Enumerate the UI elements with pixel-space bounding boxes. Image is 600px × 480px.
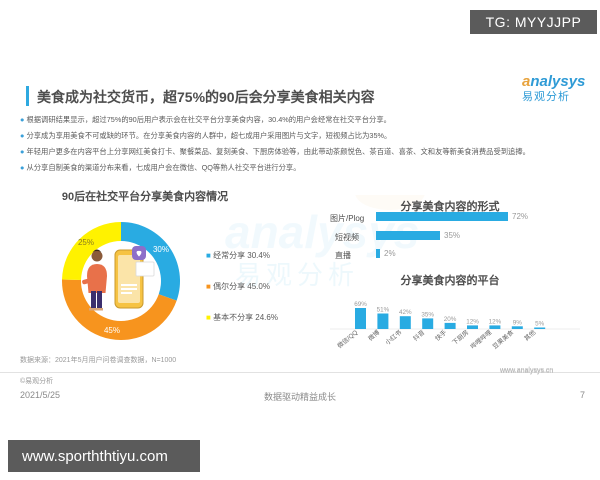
svg-text:哔哩哔哩: 哔哩哔哩: [468, 327, 494, 351]
svg-text:42%: 42%: [399, 309, 412, 316]
svg-text:5%: 5%: [535, 321, 545, 328]
svg-text:小红书: 小红书: [383, 328, 403, 347]
svg-text:豆果美食: 豆果美食: [490, 327, 516, 351]
svg-text:12%: 12%: [466, 318, 479, 325]
svg-text:下厨房: 下厨房: [450, 328, 470, 347]
svg-text:20%: 20%: [444, 316, 457, 323]
svg-text:51%: 51%: [377, 307, 390, 314]
svg-text:快手: 快手: [433, 328, 448, 343]
svg-text:12%: 12%: [489, 318, 502, 325]
svg-text:45%: 45%: [104, 326, 120, 335]
svg-text:9%: 9%: [513, 319, 523, 326]
svg-text:微信/QQ: 微信/QQ: [335, 328, 359, 350]
svg-text:69%: 69%: [354, 301, 367, 308]
svg-text:抖音: 抖音: [411, 328, 426, 343]
svg-text:微博: 微博: [366, 327, 382, 342]
svg-text:其他: 其他: [522, 327, 538, 342]
svg-text:35%: 35%: [421, 311, 434, 318]
